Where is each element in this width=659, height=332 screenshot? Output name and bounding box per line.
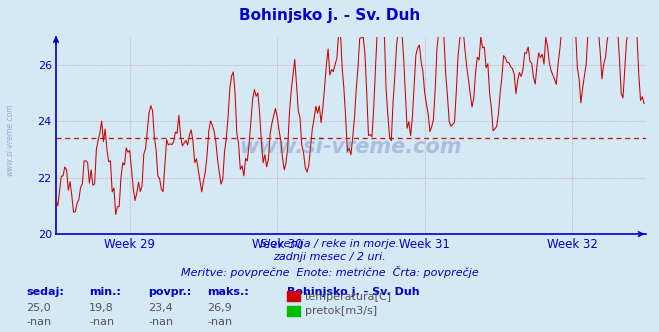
Text: 23,4: 23,4: [148, 303, 173, 313]
Text: maks.:: maks.:: [208, 287, 249, 297]
Text: 25,0: 25,0: [26, 303, 51, 313]
Text: povpr.:: povpr.:: [148, 287, 192, 297]
Text: sedaj:: sedaj:: [26, 287, 64, 297]
Text: 19,8: 19,8: [89, 303, 114, 313]
Text: www.si-vreme.com: www.si-vreme.com: [240, 137, 462, 157]
Text: 26,9: 26,9: [208, 303, 233, 313]
Text: Meritve: povprečne  Enote: metrične  Črta: povprečje: Meritve: povprečne Enote: metrične Črta:…: [181, 266, 478, 278]
Text: Slovenija / reke in morje.: Slovenija / reke in morje.: [260, 239, 399, 249]
Text: -nan: -nan: [208, 317, 233, 327]
Text: -nan: -nan: [26, 317, 51, 327]
Text: zadnji mesec / 2 uri.: zadnji mesec / 2 uri.: [273, 252, 386, 262]
Text: -nan: -nan: [148, 317, 173, 327]
Text: pretok[m3/s]: pretok[m3/s]: [305, 306, 377, 316]
Text: min.:: min.:: [89, 287, 121, 297]
Text: temperatura[C]: temperatura[C]: [305, 292, 392, 302]
Text: -nan: -nan: [89, 317, 114, 327]
Text: Bohinjsko j. - Sv. Duh: Bohinjsko j. - Sv. Duh: [239, 8, 420, 23]
Text: www.si-vreme.com: www.si-vreme.com: [5, 103, 14, 176]
Text: Bohinjsko j. - Sv. Duh: Bohinjsko j. - Sv. Duh: [287, 287, 419, 297]
